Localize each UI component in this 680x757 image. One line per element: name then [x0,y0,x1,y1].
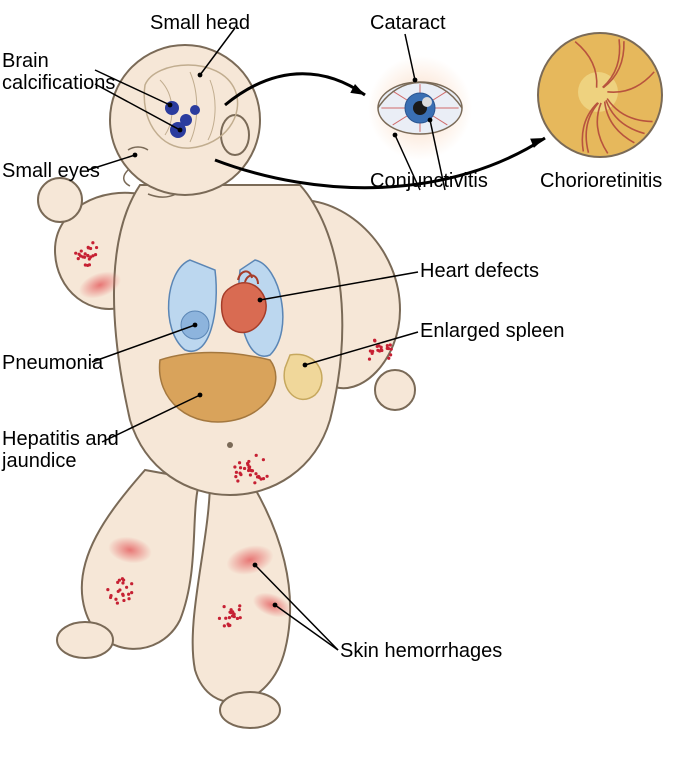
diagram-stage: Small head Cataract Brain calcifications… [0,0,680,757]
label-skin-hemorrhages: Skin hemorrhages [340,640,502,663]
label-brain-calc-1: Brain [2,50,49,73]
label-brain-calc-2: calcifications [2,72,115,95]
label-hepatitis-1: Hepatitis and [2,428,119,451]
label-small-head: Small head [150,12,250,35]
label-pneumonia: Pneumonia [2,352,103,375]
label-enlarged-spleen: Enlarged spleen [420,320,565,343]
label-chorioretinitis: Chorioretinitis [540,170,662,193]
label-hepatitis-2: jaundice [2,450,77,473]
label-small-eyes: Small eyes [2,160,100,183]
label-conjunctivitis: Conjunctivitis [370,170,488,193]
label-cataract: Cataract [370,12,446,35]
label-heart-defects: Heart defects [420,260,539,283]
